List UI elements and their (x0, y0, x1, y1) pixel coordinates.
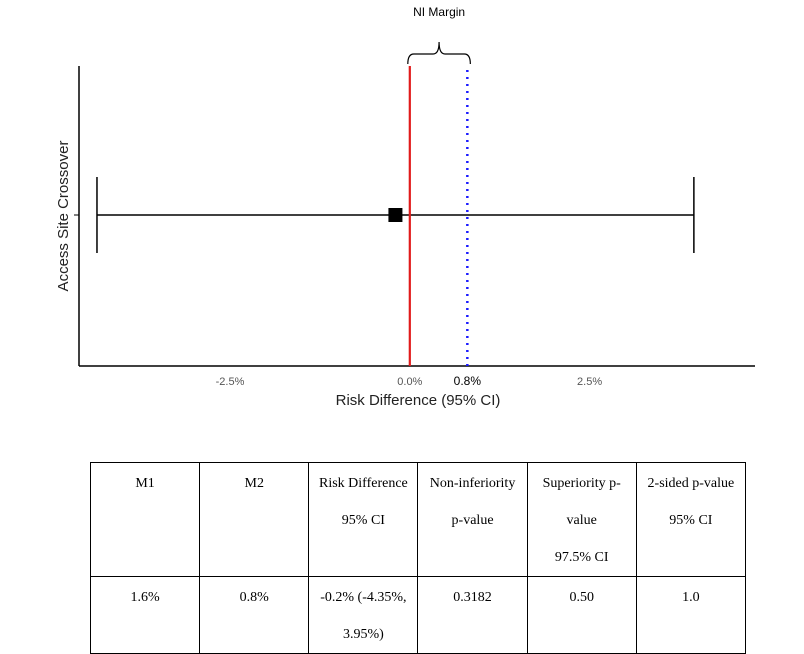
cell-two-sided-value: 1.0 (682, 590, 700, 605)
header-superiority-line2: 97.5% CI (554, 550, 609, 565)
header-risk-difference-line2: 95% CI (341, 513, 385, 528)
cell-noninferiority: 0.3182 (417, 576, 528, 654)
cell-risk-difference-line2: 3.95%) (342, 627, 384, 642)
cell-m2-value: 0.8% (239, 590, 269, 605)
header-noninferiority: Non-inferiority p-value (417, 462, 528, 577)
x-tick-label: 0.8% (454, 374, 482, 388)
x-tick-label: 2.5% (577, 376, 602, 388)
results-table: M1 M2 Risk Difference 95% CI Non-inferio… (89, 462, 747, 654)
header-superiority-line1: Superiority p-value (542, 476, 621, 528)
ni-margin-brace (407, 41, 471, 65)
header-superiority: Superiority p-value 97.5% CI (526, 462, 637, 577)
cell-m1-value: 1.6% (130, 590, 160, 605)
table-row: 1.6% 0.8% -0.2% (-4.35%, 3.95%) 0.3182 0… (89, 576, 747, 654)
header-m2-text: M2 (244, 476, 264, 491)
cell-noninferiority-value: 0.3182 (453, 590, 492, 605)
header-risk-difference-line1: Risk Difference (319, 476, 408, 491)
point-estimate-marker (388, 208, 403, 222)
forest-plot: NI Margin Access Site Crossover Risk Dif… (55, 5, 755, 409)
ni-margin-label: NI Margin (413, 5, 465, 19)
header-m1-text: M1 (135, 476, 155, 491)
header-noninferiority-line2: p-value (451, 513, 494, 528)
cell-risk-difference: -0.2% (-4.35%, 3.95%) (308, 576, 419, 654)
cell-m1: 1.6% (89, 576, 201, 654)
header-two-sided-line2: 95% CI (669, 513, 713, 528)
header-m1: M1 (89, 462, 201, 577)
cell-superiority-value: 0.50 (569, 590, 594, 605)
x-axis-title: Risk Difference (95% CI) (336, 392, 501, 409)
y-axis-title: Access Site Crossover (55, 141, 72, 292)
header-two-sided-line1: 2-sided p-value (647, 476, 735, 491)
cell-m2: 0.8% (199, 576, 310, 654)
header-noninferiority-line1: Non-inferiority (429, 476, 516, 491)
x-tick-labels: -2.5% 0.0% 0.8% 2.5% (216, 374, 603, 388)
cell-two-sided: 1.0 (635, 576, 747, 654)
x-tick-label: 0.0% (397, 376, 422, 388)
header-risk-difference: Risk Difference 95% CI (308, 462, 419, 577)
header-two-sided: 2-sided p-value 95% CI (635, 462, 747, 577)
cell-superiority: 0.50 (526, 576, 637, 654)
x-tick-label: -2.5% (216, 376, 245, 388)
cell-risk-difference-line1: -0.2% (-4.35%, (320, 590, 407, 605)
table-header-row: M1 M2 Risk Difference 95% CI Non-inferio… (89, 462, 747, 577)
header-m2: M2 (199, 462, 310, 577)
